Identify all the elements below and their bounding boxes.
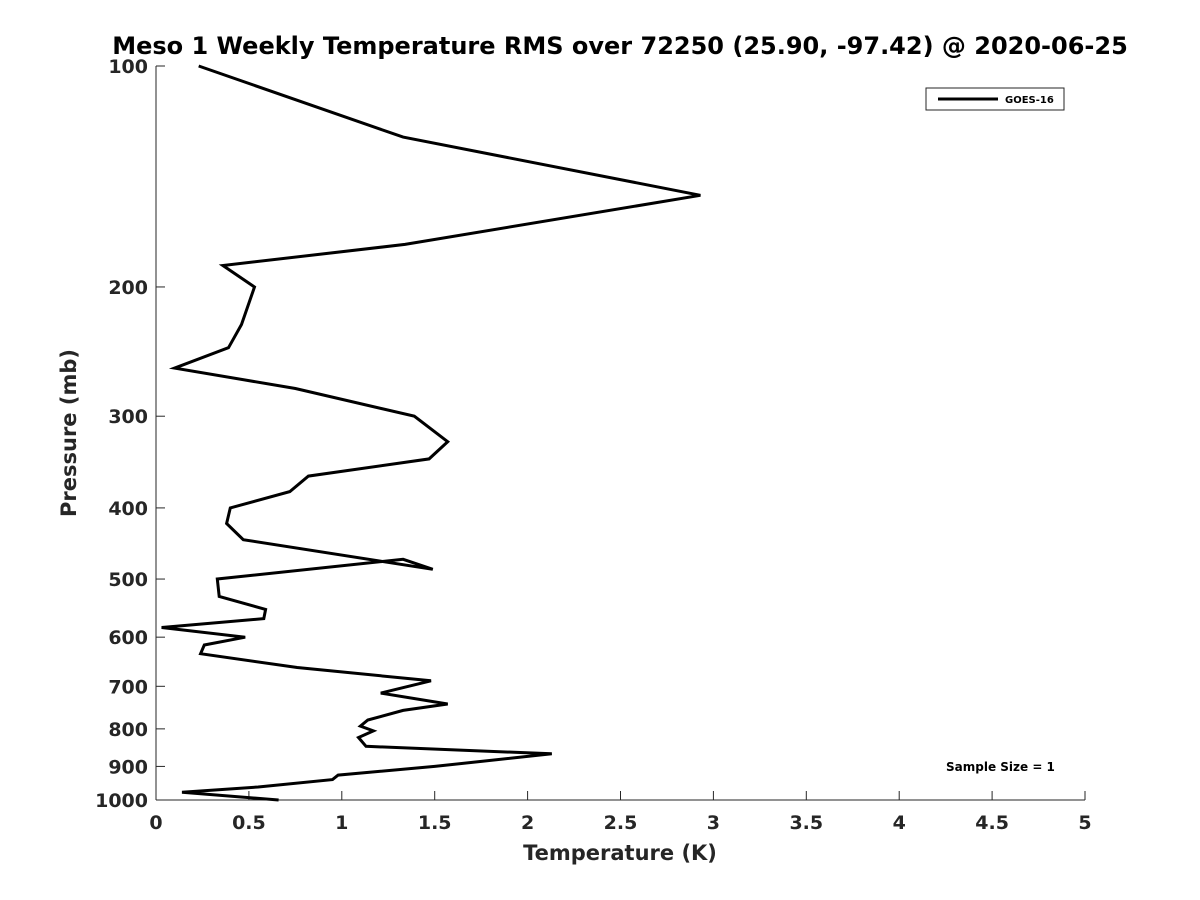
x-tick-label: 1.5 (418, 812, 452, 834)
y-tick-label: 700 (108, 676, 148, 698)
y-axis-ticks: 100 200 300 400 500 600 700 800 900 1000 (95, 56, 165, 812)
x-axis-ticks: 0 0.5 1 1.5 2 2.5 3 3.5 4 4.5 5 (149, 791, 1092, 834)
sample-size-annotation: Sample Size = 1 (946, 760, 1055, 774)
x-tick-label: 3.5 (789, 812, 823, 834)
x-tick-label: 0 (149, 812, 162, 834)
x-tick-label: 4 (893, 812, 906, 834)
y-tick-label: 600 (108, 627, 148, 649)
y-tick-label: 200 (108, 277, 148, 299)
y-tick-label: 400 (108, 498, 148, 520)
x-tick-label: 2 (521, 812, 534, 834)
y-tick-label: 1000 (95, 790, 148, 812)
x-tick-label: 1 (335, 812, 348, 834)
legend-label: GOES-16 (1005, 95, 1054, 106)
x-tick-label: 5 (1078, 812, 1091, 834)
y-tick-label: 800 (108, 719, 148, 741)
y-tick-label: 500 (108, 569, 148, 591)
y-tick-label: 300 (108, 406, 148, 428)
y-tick-label: 100 (108, 56, 148, 78)
chart-title: Meso 1 Weekly Temperature RMS over 72250… (112, 32, 1128, 60)
y-axis-label: Pressure (mb) (57, 349, 81, 517)
y-tick-label: 900 (108, 756, 148, 778)
x-tick-label: 3 (707, 812, 720, 834)
x-tick-label: 0.5 (232, 812, 266, 834)
x-tick-label: 2.5 (604, 812, 638, 834)
series-line-goes-16 (161, 64, 701, 802)
legend: GOES-16 (925, 87, 1065, 111)
x-axis-label: Temperature (K) (523, 841, 717, 865)
x-tick-label: 4.5 (975, 812, 1009, 834)
